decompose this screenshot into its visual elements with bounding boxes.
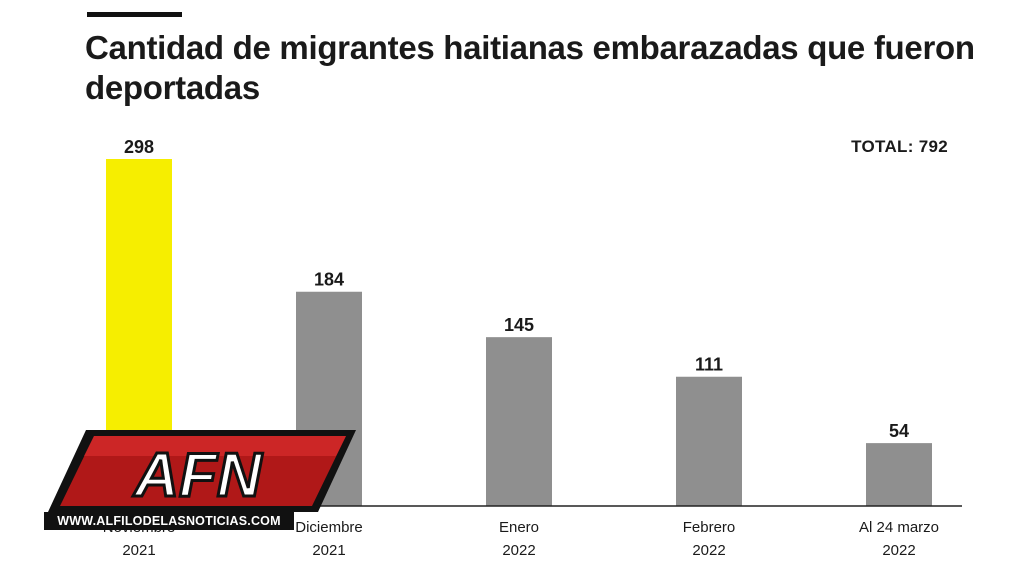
bar-value-label-1: 184 <box>314 270 344 290</box>
x-tick-label-4-0: Al 24 marzo <box>859 519 939 536</box>
x-tick-label-4-1: 2022 <box>882 542 915 559</box>
x-tick-label-0-1: 2021 <box>122 542 155 559</box>
bar-value-label-0: 298 <box>124 137 154 157</box>
bar-value-label-3: 111 <box>695 355 723 375</box>
bar-value-label-2: 145 <box>504 315 534 335</box>
x-tick-label-1-0: Diciembre <box>295 519 363 536</box>
x-tick-label-3-0: Febrero <box>683 519 736 536</box>
bar-value-label-4: 54 <box>889 421 909 441</box>
title-rule <box>87 12 182 17</box>
x-tick-label-1-1: 2021 <box>312 542 345 559</box>
bar-2 <box>486 337 552 506</box>
afn-logo: AFN <box>48 430 356 512</box>
bar-4 <box>866 443 932 506</box>
chart-title: Cantidad de migrantes haitianas embaraza… <box>85 29 975 106</box>
watermark-url: WWW.ALFILODELASNOTICIAS.COM <box>44 512 294 530</box>
x-tick-label-3-1: 2022 <box>692 542 725 559</box>
x-tick-label-2-1: 2022 <box>502 542 535 559</box>
bar-3 <box>676 376 742 506</box>
total-label: TOTAL: 792 <box>851 137 948 156</box>
x-tick-label-2-0: Enero <box>499 519 539 536</box>
logo-text: AFN <box>132 441 263 510</box>
